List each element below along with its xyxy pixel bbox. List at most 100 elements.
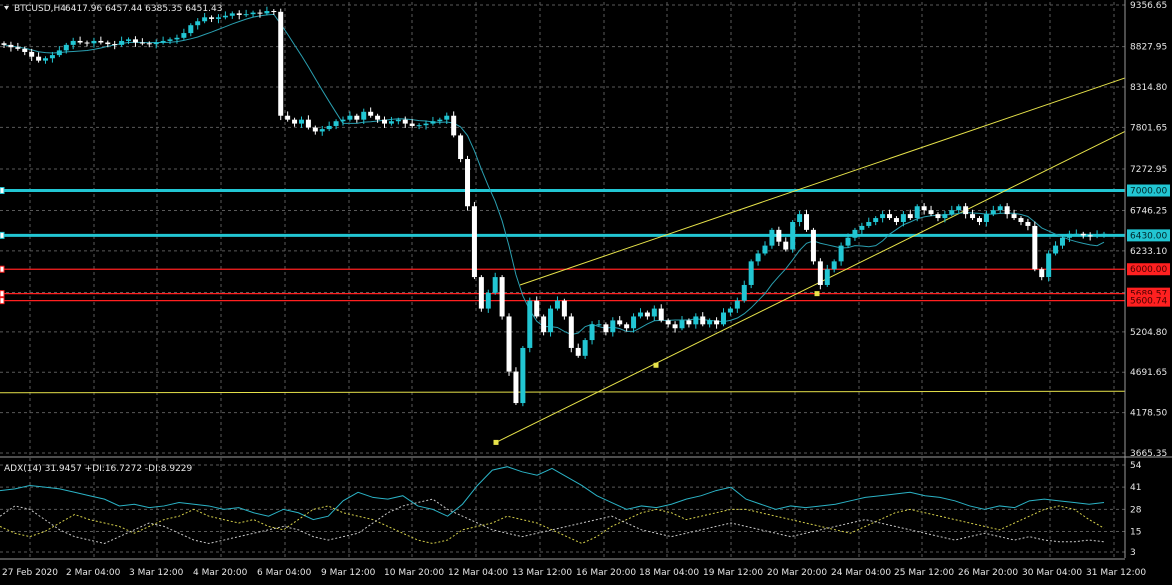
bearish-candle bbox=[534, 300, 540, 317]
bullish-candle bbox=[866, 221, 872, 226]
bullish-candle bbox=[160, 40, 166, 43]
bearish-candle bbox=[672, 324, 678, 329]
adx-indicator bbox=[0, 466, 1105, 545]
bearish-candle bbox=[506, 316, 512, 372]
bearish-candle bbox=[209, 17, 215, 19]
adx-tick-label: 54 bbox=[1130, 461, 1142, 471]
bearish-candle bbox=[1032, 225, 1038, 270]
bearish-candle bbox=[541, 316, 547, 333]
bearish-candle bbox=[907, 214, 913, 219]
price-tick-label: 7272.95 bbox=[1130, 165, 1167, 175]
bullish-candle bbox=[527, 300, 533, 348]
bearish-candle bbox=[112, 44, 118, 46]
bearish-candle bbox=[77, 40, 83, 43]
level-anchor bbox=[0, 290, 5, 298]
bullish-candle bbox=[554, 300, 560, 309]
chart-arrow-icon bbox=[4, 6, 9, 10]
horizontal-levels bbox=[0, 187, 1125, 305]
bearish-candle bbox=[561, 300, 567, 317]
bearish-candle bbox=[1004, 206, 1010, 215]
adx-tick-label: 41 bbox=[1130, 483, 1141, 493]
bearish-candle bbox=[976, 218, 982, 222]
bearish-candle bbox=[1080, 233, 1086, 236]
bearish-candle bbox=[1087, 235, 1093, 237]
bearish-candle bbox=[285, 115, 291, 120]
bullish-candle bbox=[797, 214, 803, 222]
symbol-timeframe: BTCUSD,H4 bbox=[14, 4, 66, 14]
bearish-candle bbox=[458, 135, 464, 160]
bearish-candle bbox=[624, 324, 630, 329]
bearish-candle bbox=[382, 119, 388, 124]
x-tick-label: 31 Mar 12:00 bbox=[1086, 568, 1146, 578]
bearish-candle bbox=[22, 48, 28, 52]
bearish-candle bbox=[617, 320, 623, 325]
bullish-candle bbox=[91, 40, 97, 44]
bearish-candle bbox=[665, 320, 671, 325]
bearish-candle bbox=[804, 214, 810, 230]
bullish-candle bbox=[416, 125, 422, 127]
bullish-candle bbox=[174, 37, 180, 40]
candles bbox=[1, 6, 1107, 407]
bearish-candle bbox=[963, 206, 969, 215]
bullish-candle bbox=[1053, 245, 1059, 254]
bearish-candle bbox=[603, 324, 609, 333]
bullish-candle bbox=[215, 17, 221, 19]
bearish-candle bbox=[105, 42, 111, 45]
bullish-candle bbox=[873, 218, 879, 222]
adx-label: ADX(14) 31.9457 +DI:16.7272 -DI:8.9229 bbox=[4, 464, 193, 474]
bearish-candle bbox=[935, 214, 941, 219]
chart-header: BTCUSD,H4 6417.96 6457.44 6385.35 6451.4… bbox=[4, 4, 222, 14]
ohlc-values: 6417.96 6457.44 6385.35 6451.43 bbox=[65, 4, 222, 14]
trendline-anchor bbox=[814, 291, 820, 297]
bullish-candle bbox=[790, 221, 796, 250]
price-level-tag bbox=[1127, 184, 1170, 197]
price-tick-label: 6233.10 bbox=[1130, 247, 1167, 257]
bearish-candle bbox=[36, 56, 42, 61]
bearish-candle bbox=[928, 210, 934, 215]
price-level-tag-text: 6000.00 bbox=[1130, 265, 1167, 275]
bullish-candle bbox=[49, 55, 55, 59]
bearish-candle bbox=[354, 115, 360, 120]
price-level-tag-text: 6430.00 bbox=[1130, 231, 1167, 241]
moving-average-line bbox=[3, 13, 1105, 336]
bearish-candle bbox=[568, 316, 574, 348]
bullish-candle bbox=[914, 206, 920, 219]
bearish-candle bbox=[810, 229, 816, 262]
bullish-candle bbox=[942, 214, 948, 219]
trendline-anchor bbox=[653, 362, 659, 368]
bearish-candle bbox=[644, 312, 650, 317]
x-tick-label: 10 Mar 20:00 bbox=[384, 568, 444, 578]
bullish-candle bbox=[727, 308, 733, 313]
bullish-candle bbox=[347, 115, 353, 120]
price-level-tag bbox=[1127, 229, 1170, 242]
x-tick-label: 9 Mar 12:00 bbox=[321, 568, 376, 578]
bearish-candle bbox=[146, 43, 152, 45]
bullish-candle bbox=[762, 245, 768, 254]
bullish-candle bbox=[720, 312, 726, 325]
bullish-candle bbox=[319, 129, 325, 132]
bullish-candle bbox=[1101, 233, 1107, 235]
bearish-candle bbox=[714, 320, 720, 325]
bearish-candle bbox=[817, 261, 823, 285]
bearish-candle bbox=[783, 241, 789, 250]
bearish-candle bbox=[478, 277, 484, 309]
bearish-candle bbox=[451, 115, 457, 136]
price-tick-label: 8827.95 bbox=[1130, 43, 1167, 53]
bullish-candle bbox=[195, 21, 201, 26]
bullish-candle bbox=[340, 119, 346, 122]
bearish-candle bbox=[776, 229, 782, 242]
bullish-candle bbox=[859, 225, 865, 230]
level-anchor bbox=[0, 187, 5, 195]
bullish-candle bbox=[589, 324, 595, 341]
bearish-candle bbox=[312, 127, 318, 132]
bearish-candle bbox=[499, 277, 505, 317]
price-tick-label: 7801.65 bbox=[1130, 123, 1167, 133]
bullish-candle bbox=[63, 44, 69, 51]
adx-tick-label: 3 bbox=[1130, 548, 1136, 558]
bullish-candle bbox=[119, 40, 125, 45]
bullish-candle bbox=[610, 320, 616, 333]
bullish-candle bbox=[755, 253, 761, 262]
bullish-candle bbox=[430, 121, 436, 124]
